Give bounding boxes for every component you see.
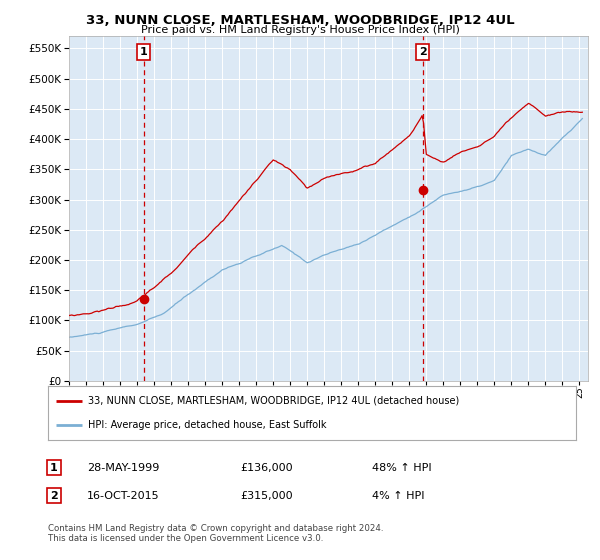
Text: 48% ↑ HPI: 48% ↑ HPI bbox=[372, 463, 431, 473]
Text: 33, NUNN CLOSE, MARTLESHAM, WOODBRIDGE, IP12 4UL: 33, NUNN CLOSE, MARTLESHAM, WOODBRIDGE, … bbox=[86, 14, 514, 27]
Text: 16-OCT-2015: 16-OCT-2015 bbox=[87, 491, 160, 501]
Text: 2: 2 bbox=[50, 491, 58, 501]
Text: £315,000: £315,000 bbox=[240, 491, 293, 501]
Text: 1: 1 bbox=[140, 47, 148, 57]
Text: Price paid vs. HM Land Registry's House Price Index (HPI): Price paid vs. HM Land Registry's House … bbox=[140, 25, 460, 35]
Text: HPI: Average price, detached house, East Suffolk: HPI: Average price, detached house, East… bbox=[88, 420, 326, 430]
Text: 28-MAY-1999: 28-MAY-1999 bbox=[87, 463, 160, 473]
Text: 4% ↑ HPI: 4% ↑ HPI bbox=[372, 491, 425, 501]
Text: 33, NUNN CLOSE, MARTLESHAM, WOODBRIDGE, IP12 4UL (detached house): 33, NUNN CLOSE, MARTLESHAM, WOODBRIDGE, … bbox=[88, 396, 459, 406]
Text: 1: 1 bbox=[50, 463, 58, 473]
Text: £136,000: £136,000 bbox=[240, 463, 293, 473]
Text: Contains HM Land Registry data © Crown copyright and database right 2024.
This d: Contains HM Land Registry data © Crown c… bbox=[48, 524, 383, 543]
Text: 2: 2 bbox=[419, 47, 427, 57]
